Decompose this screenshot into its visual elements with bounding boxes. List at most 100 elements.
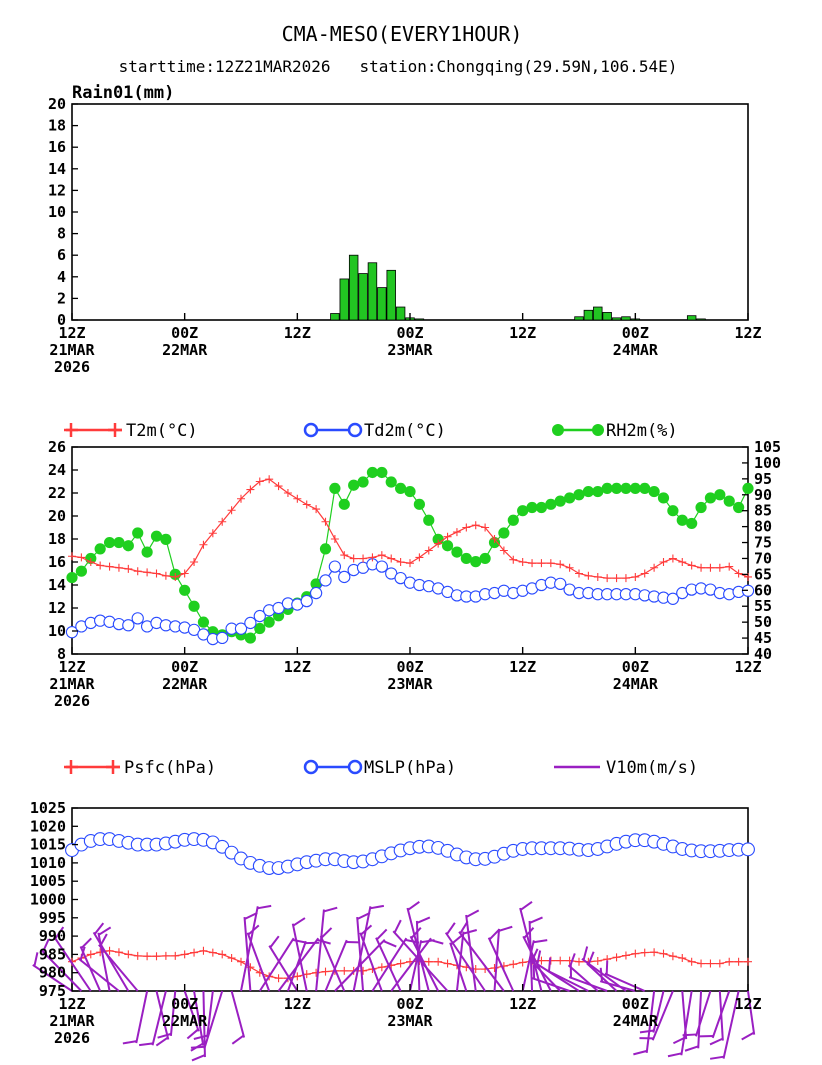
t2m-point	[96, 561, 105, 570]
rain-bar	[367, 262, 378, 321]
y-tick-label-right: 90	[754, 486, 772, 504]
t2m-point	[499, 546, 508, 555]
wind-barb-flag	[667, 1052, 682, 1058]
wind-barb-flag	[709, 1055, 725, 1060]
psfc-point	[631, 949, 640, 958]
psfc-point	[443, 959, 452, 968]
wind-barb-flag	[269, 935, 280, 948]
wind-barb-flag	[93, 922, 105, 935]
psfc-point	[180, 950, 189, 959]
t2m-point	[124, 564, 133, 573]
psfc-point	[668, 952, 677, 961]
psfc-point	[575, 957, 583, 966]
y-tick-label: 14	[48, 576, 66, 594]
wind-barb-flag	[420, 939, 435, 944]
psfc-point	[237, 957, 245, 966]
psfc-point	[706, 959, 715, 968]
wind-barb-flag	[193, 1034, 208, 1040]
t2m-point	[86, 558, 95, 566]
rh2m-point	[498, 527, 510, 539]
psfc-point	[697, 959, 706, 968]
temp-series	[65, 466, 755, 646]
rain-bar	[611, 317, 622, 321]
mslp-point	[741, 842, 755, 857]
rh2m-point	[423, 514, 435, 526]
y-tick-label: 1020	[30, 817, 66, 835]
wind-barb-flag	[99, 933, 108, 947]
wind-barb-flag	[633, 1049, 648, 1056]
y-tick-label: 985	[39, 945, 66, 963]
td2m-point	[244, 616, 257, 630]
y-tick-label: 18	[48, 530, 66, 548]
rain-bar	[574, 316, 584, 321]
wind-barb-shaft	[287, 940, 307, 992]
td2m-point	[122, 619, 135, 632]
t2m-point	[575, 569, 583, 578]
rh2m-point	[470, 556, 482, 568]
t2m-point	[612, 574, 621, 583]
rh2m-point	[329, 482, 341, 494]
t2m-point	[274, 482, 283, 491]
rain-bar	[358, 273, 368, 321]
t2m-point	[650, 563, 659, 572]
legend-rh2m-label: RH2m(%)	[606, 421, 678, 441]
t2m-point	[265, 475, 274, 484]
td2m-point	[216, 631, 229, 645]
wind-barb-flag	[599, 967, 604, 982]
rh2m-point	[385, 476, 397, 488]
wind-barb-flag	[80, 937, 92, 949]
x-tick-label: 23MAR	[387, 1012, 433, 1030]
wind-barb-shaft	[135, 990, 149, 1044]
t2m-point	[565, 563, 574, 572]
td2m-point	[319, 574, 332, 587]
rh2m-point	[676, 514, 688, 526]
x-tick-label: 22MAR	[162, 341, 208, 359]
t2m-point	[528, 559, 537, 568]
y-tick-label: 975	[39, 982, 66, 1000]
psfc-point	[152, 952, 161, 961]
t2m-point	[706, 563, 715, 572]
x-tick-label: 2026	[54, 692, 90, 710]
wind-barb-shaft	[206, 990, 214, 1038]
wind-barb-shaft	[711, 990, 731, 1039]
y-tick-label: 24	[48, 461, 66, 479]
psfc-point	[293, 972, 302, 981]
wind-barb-flag	[292, 938, 307, 944]
psfc-point	[612, 953, 621, 962]
t2m-point	[668, 554, 677, 563]
y-tick-label: 2	[57, 289, 66, 307]
x-tick-label: 00Z	[396, 995, 423, 1013]
rh2m-point	[554, 495, 566, 507]
y-tick-label: 10	[48, 203, 66, 221]
wind-barb-flag	[410, 926, 422, 939]
y-tick-label-right: 95	[754, 470, 772, 488]
t2m-point	[246, 485, 255, 494]
wind-barb-flag	[605, 960, 609, 975]
legend-mslp-label: MSLP(hPa)	[364, 758, 456, 778]
y-tick-label: 16	[48, 553, 66, 571]
rh2m-point	[573, 489, 585, 501]
x-tick-label: 22MAR	[162, 675, 208, 693]
t2m-point	[621, 574, 630, 583]
td2m-point	[309, 586, 323, 600]
wind-barb-shaft	[455, 931, 465, 992]
y-tick-label-right: 75	[754, 534, 772, 552]
wind-barb-shaft	[98, 944, 139, 992]
t2m-point	[546, 559, 555, 568]
rain-bar	[621, 316, 631, 321]
rh2m-point	[179, 584, 191, 596]
psfc-point	[124, 950, 133, 959]
wind-barb-flag	[520, 900, 533, 911]
y-tick-label: 6	[57, 246, 66, 264]
psfc-point	[105, 946, 114, 955]
wind-barb-shaft	[604, 972, 646, 992]
t2m-point	[349, 554, 358, 563]
t2m-point	[678, 558, 687, 566]
psfc-point	[86, 950, 95, 959]
rh2m-point	[526, 501, 538, 514]
rain-bar	[602, 312, 612, 321]
